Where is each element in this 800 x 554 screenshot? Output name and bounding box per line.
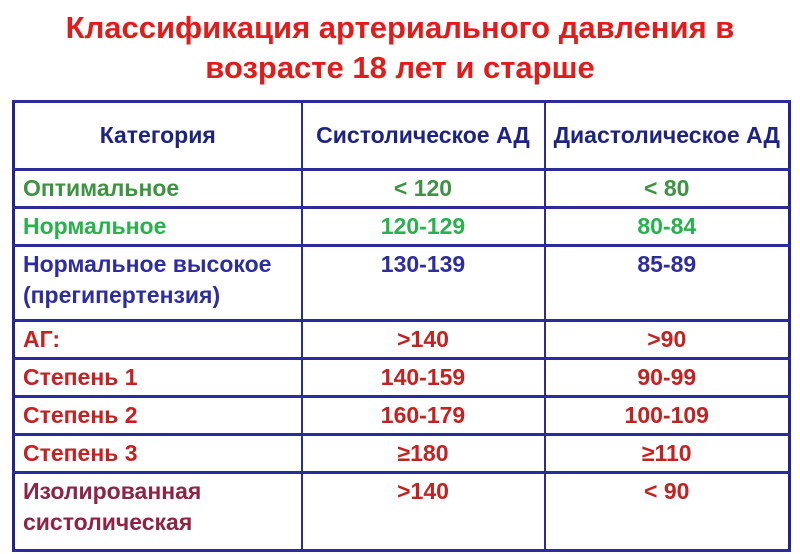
diastolic-cell: < 80 bbox=[543, 168, 791, 209]
table-row-grade-1: Степень 1 140-159 90-99 bbox=[12, 357, 791, 398]
category-cell: Степень 3 bbox=[12, 433, 303, 474]
table-row-grade-3: Степень 3 ≥180 ≥110 bbox=[12, 433, 791, 474]
diastolic-cell: ≥110 bbox=[543, 433, 791, 474]
table-row-optimal: Оптимальное < 120 < 80 bbox=[12, 168, 791, 209]
table-row-isolated-systolic: Изолированная систолическая >140 < 90 bbox=[12, 471, 791, 552]
diastolic-cell: 80-84 bbox=[543, 206, 791, 247]
systolic-cell: 160-179 bbox=[300, 395, 546, 436]
page-title: Классификация артериального давления в в… bbox=[65, 10, 735, 85]
diastolic-cell: < 90 bbox=[543, 471, 791, 552]
systolic-cell: 120-129 bbox=[300, 206, 546, 247]
column-header-category: Категория bbox=[12, 100, 303, 171]
table-row-normal: Нормальное 120-129 80-84 bbox=[12, 206, 791, 247]
diastolic-cell: 100-109 bbox=[543, 395, 791, 436]
diastolic-cell: >90 bbox=[543, 319, 791, 360]
category-cell: Нормальное высокое (прегипертензия) bbox=[12, 244, 303, 322]
category-cell: Степень 1 bbox=[12, 357, 303, 398]
systolic-cell: 140-159 bbox=[300, 357, 546, 398]
systolic-cell: >140 bbox=[300, 319, 546, 360]
category-cell: АГ: bbox=[12, 319, 303, 360]
systolic-cell: 130-139 bbox=[300, 244, 546, 322]
category-cell: Степень 2 bbox=[12, 395, 303, 436]
diastolic-cell: 90-99 bbox=[543, 357, 791, 398]
table-row-grade-2: Степень 2 160-179 100-109 bbox=[12, 395, 791, 436]
category-cell: Нормальное bbox=[12, 206, 303, 247]
diastolic-cell: 85-89 bbox=[543, 244, 791, 322]
column-header-systolic: Систолическое АД bbox=[300, 100, 546, 171]
systolic-cell: >140 bbox=[300, 471, 546, 552]
table-row-high-normal: Нормальное высокое (прегипертензия) 130-… bbox=[12, 244, 791, 322]
category-cell: Изолированная систолическая bbox=[12, 471, 303, 552]
systolic-cell: < 120 bbox=[300, 168, 546, 209]
table-header-row: Категория Систолическое АД Диастолическо… bbox=[12, 100, 791, 171]
systolic-cell: ≥180 bbox=[300, 433, 546, 474]
bp-classification-table: Категория Систолическое АД Диастолическо… bbox=[12, 100, 791, 552]
column-header-diastolic: Диастолическое АД bbox=[543, 100, 791, 171]
category-cell: Оптимальное bbox=[12, 168, 303, 209]
table-row-hypertension: АГ: >140 >90 bbox=[12, 319, 791, 360]
